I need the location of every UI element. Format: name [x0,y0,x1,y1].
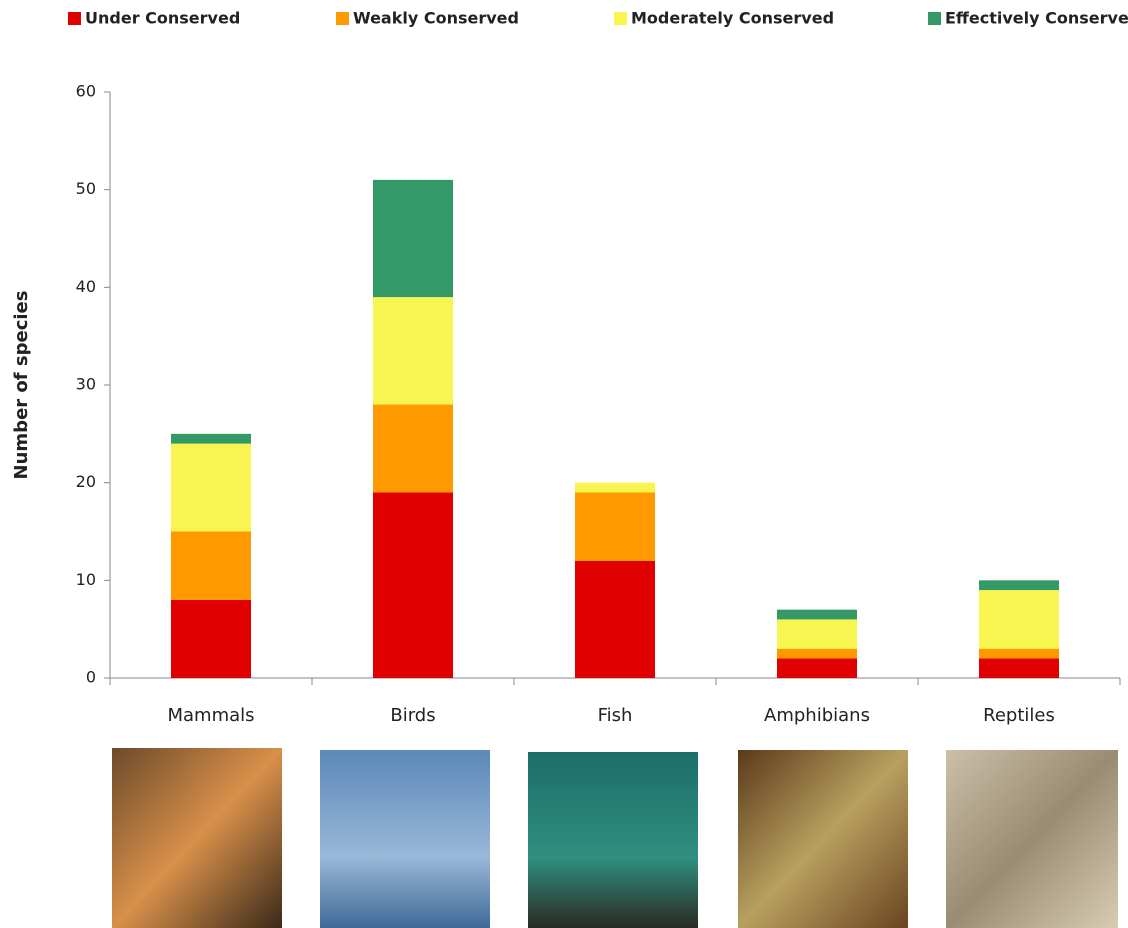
legend-label: Moderately Conserved [631,9,834,28]
bar-segment [979,580,1059,591]
y-tick-label: 0 [86,668,96,687]
bar-segment [777,609,857,620]
legend-swatch [928,12,941,25]
legend-swatch [68,12,81,25]
photo [528,752,698,928]
legend-swatch [614,12,627,25]
y-tick-label: 20 [76,472,96,491]
bar-segment [373,297,453,405]
photo [112,748,282,928]
x-tick-label: Fish [598,705,633,726]
bar-segment [171,531,251,600]
bar-segment [777,648,857,659]
bar-segment [575,560,655,678]
legend-label: Effectively Conserved [945,9,1128,28]
y-tick-label: 30 [76,375,96,394]
y-tick-label: 60 [76,82,96,101]
photo [946,750,1118,928]
photos [112,748,1118,928]
bar-segment [171,433,251,444]
bar-segment [171,443,251,532]
legend-swatch [336,12,349,25]
photo [320,750,490,928]
bar-segment [979,590,1059,649]
legend-label: Under Conserved [85,9,240,28]
y-tick-label: 10 [76,570,96,589]
bar-segment [171,599,251,678]
bar-segment [373,404,453,493]
bar-segment [575,482,655,493]
y-tick-label: 50 [76,179,96,198]
bar-segment [777,619,857,649]
x-tick-label: Reptiles [983,705,1055,726]
bar-segment [979,648,1059,659]
photo [738,750,908,928]
bar-segment [979,658,1059,678]
x-tick-label: Birds [390,705,435,726]
y-axis-title: Number of species [11,291,32,480]
bar-segment [777,658,857,678]
bar-segment [575,492,655,561]
x-tick-label: Amphibians [764,705,870,726]
bar-segment [373,179,453,298]
bar-segment [373,492,453,678]
y-tick-label: 40 [76,277,96,296]
legend-label: Weakly Conserved [353,9,519,28]
x-tick-label: Mammals [167,705,254,726]
